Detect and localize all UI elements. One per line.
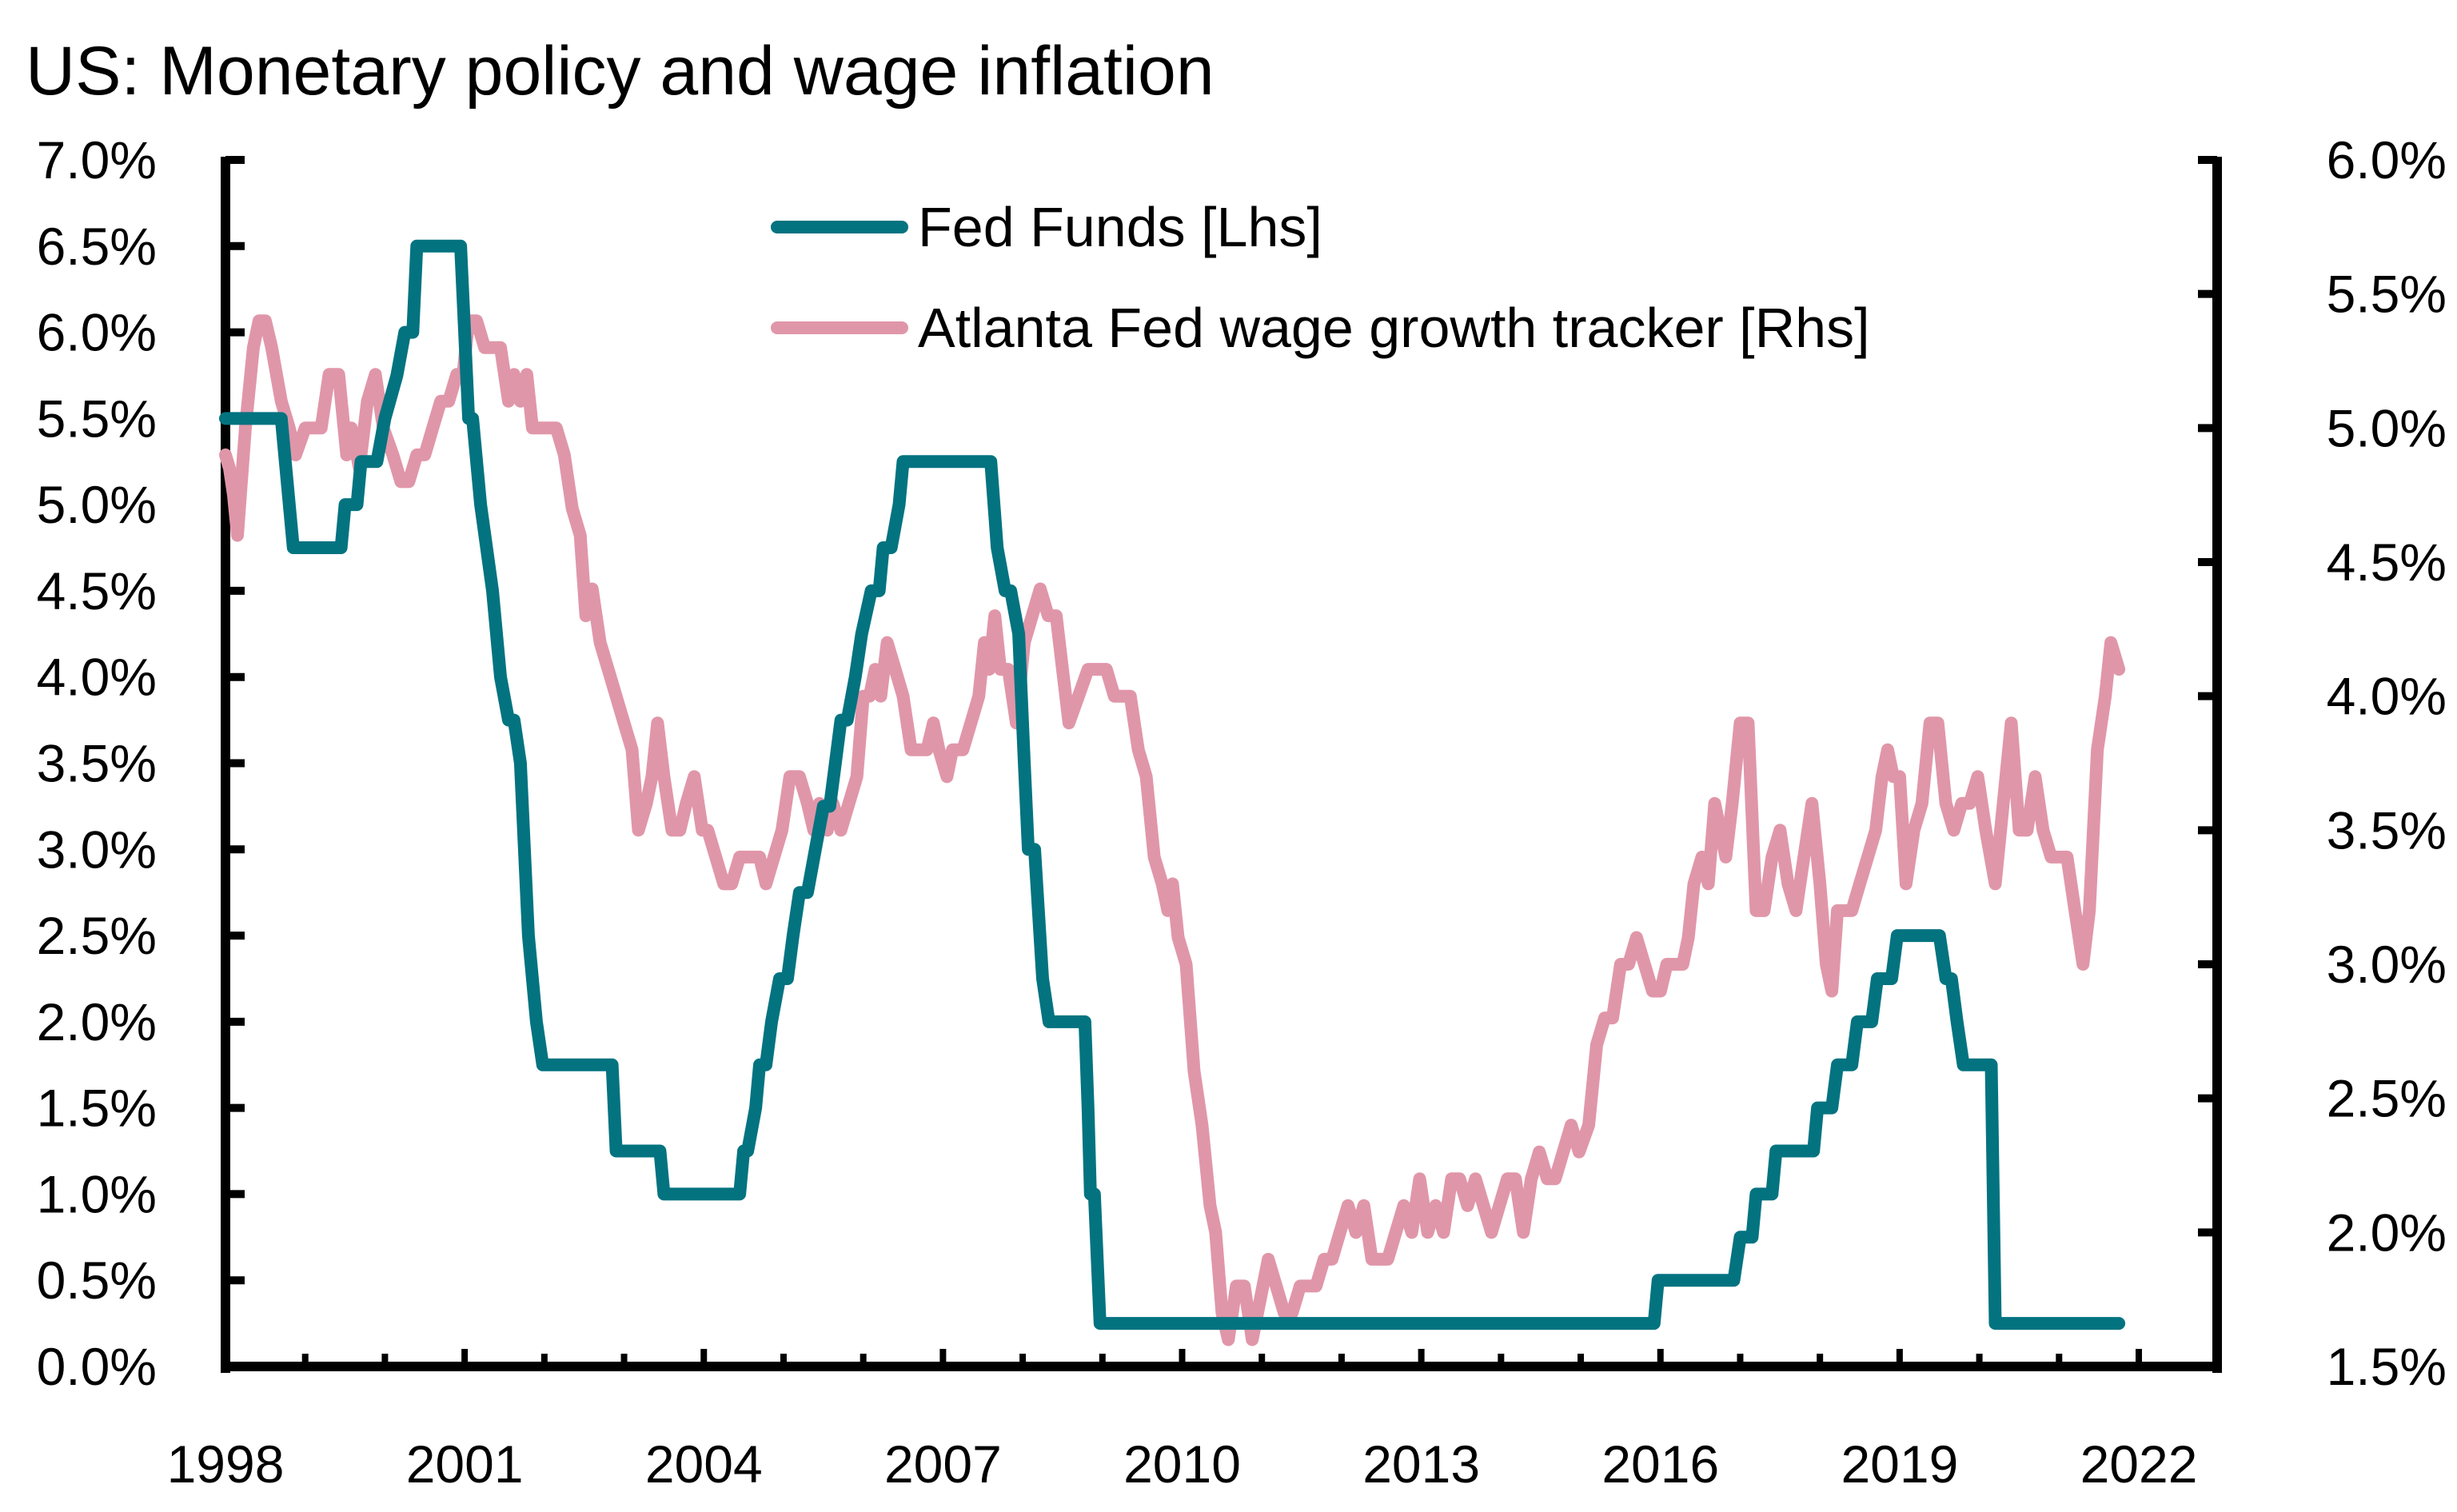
right-tick-label: 5.5% [2327,265,2447,324]
right-tick-label: 2.5% [2327,1069,2447,1128]
left-tick-label: 0.5% [37,1251,157,1310]
series-line-fed-funds [219,239,2126,1330]
left-tick-label: 1.0% [37,1164,157,1223]
left-tick-label: 2.0% [37,992,157,1051]
left-tick-label: 3.0% [37,820,157,879]
x-tick-label: 2022 [2080,1434,2198,1494]
x-tick-label: 2007 [884,1434,1002,1494]
right-tick-label: 3.0% [2327,935,2447,994]
right-axis: 1.5% 2.0% 2.5% 3.0% 3.5% 4.0% 4.5% 5.0% 5.5% 6.0% [2198,130,2447,1396]
x-tick-label: 1998 [167,1434,285,1494]
right-tick-label: 4.0% [2327,667,2447,726]
series-layer [219,239,2126,1346]
x-tick-label: 2001 [406,1434,524,1494]
x-axis: 1998 2001 2004 2007 2010 2013 2016 2019 2022 [167,1349,2222,1494]
x-tick-label: 2016 [1601,1434,1719,1494]
left-tick-label: 6.0% [37,303,157,362]
left-tick-label: 6.5% [37,217,157,276]
right-tick-label: 3.5% [2327,800,2447,860]
x-tick-label: 2013 [1362,1434,1480,1494]
right-tick-label: 2.0% [2327,1203,2447,1262]
left-tick-label: 3.5% [37,734,157,793]
left-tick-label: 4.0% [37,648,157,707]
series-line-wage-tracker [219,314,2126,1346]
left-tick-label: 7.0% [37,130,157,189]
chart-title: US: Monetary policy and wage inflation [26,33,1215,110]
right-tick-label: 1.5% [2327,1337,2447,1396]
left-tick-label: 5.5% [37,389,157,448]
x-tick-label: 2019 [1841,1434,1958,1494]
left-tick-label: 2.5% [37,906,157,965]
right-tick-label: 5.0% [2327,398,2447,457]
left-tick-label: 1.5% [37,1079,157,1138]
legend-label-wage-tracker: Atlanta Fed wage growth tracker [Rhs] [918,297,1870,359]
x-tick-label: 2010 [1123,1434,1241,1494]
right-tick-label: 4.5% [2327,533,2447,592]
x-tick-label: 2004 [645,1434,763,1494]
left-tick-label: 4.5% [37,561,157,620]
legend-label-fed-funds: Fed Funds [Lhs] [918,196,1322,258]
legend: Fed Funds [Lhs] Atlanta Fed wage growth … [771,196,1870,359]
left-tick-label: 0.0% [37,1337,157,1396]
right-tick-label: 6.0% [2327,130,2447,189]
left-axis: 0.0% 0.5% 1.0% 1.5% 2.0% 2.5% 3.0% 3.5% 4.0% 4.5%… [37,130,245,1396]
left-tick-label: 5.0% [37,475,157,534]
